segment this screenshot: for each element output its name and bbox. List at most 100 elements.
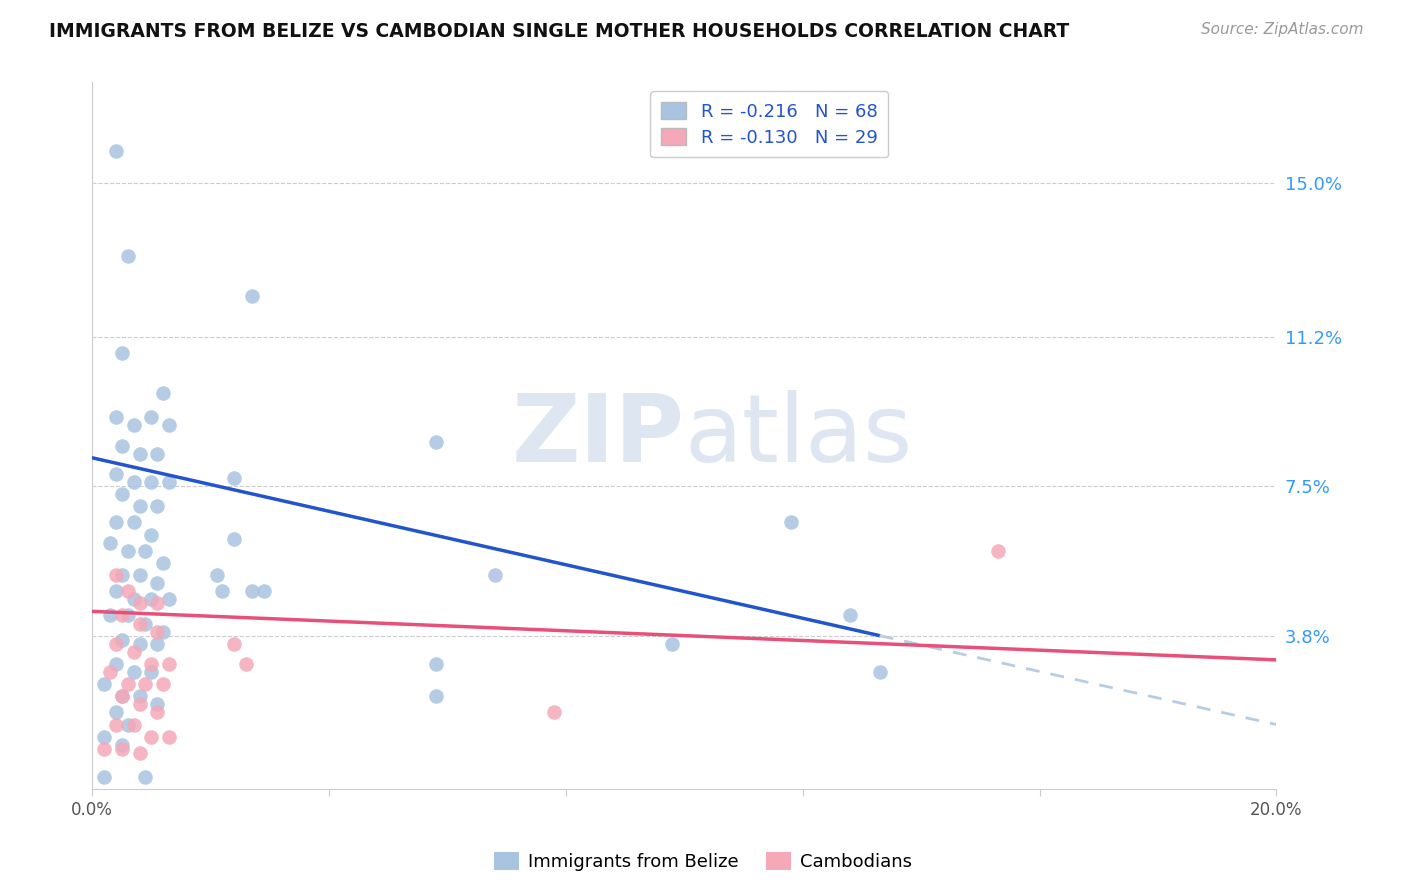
Point xyxy=(152,624,174,639)
Point xyxy=(224,471,246,485)
Point xyxy=(235,657,257,671)
Point xyxy=(104,657,127,671)
Point xyxy=(146,706,169,720)
Point xyxy=(152,386,174,401)
Point xyxy=(122,592,145,607)
Point xyxy=(157,592,180,607)
Point xyxy=(134,543,156,558)
Point xyxy=(122,717,145,731)
Point xyxy=(111,690,134,704)
Point xyxy=(111,608,134,623)
Point xyxy=(104,717,127,731)
Point xyxy=(104,584,127,599)
Point xyxy=(839,608,862,623)
Point xyxy=(128,616,150,631)
Point xyxy=(425,657,447,671)
Point xyxy=(104,467,127,481)
Point xyxy=(146,447,169,461)
Point xyxy=(122,516,145,530)
Point xyxy=(253,584,276,599)
Point xyxy=(111,487,134,501)
Point xyxy=(128,596,150,610)
Point xyxy=(111,632,134,647)
Point xyxy=(122,475,145,489)
Point xyxy=(224,532,246,546)
Point xyxy=(152,556,174,570)
Point xyxy=(157,657,180,671)
Point xyxy=(117,543,139,558)
Point xyxy=(98,535,121,549)
Point xyxy=(152,677,174,691)
Point xyxy=(425,434,447,449)
Point xyxy=(128,746,150,760)
Point xyxy=(146,596,169,610)
Legend: Immigrants from Belize, Cambodians: Immigrants from Belize, Cambodians xyxy=(486,846,920,879)
Point xyxy=(157,730,180,744)
Point xyxy=(122,665,145,679)
Point xyxy=(111,568,134,582)
Point xyxy=(134,677,156,691)
Legend: R = -0.216   N = 68, R = -0.130   N = 29: R = -0.216 N = 68, R = -0.130 N = 29 xyxy=(650,91,889,157)
Point xyxy=(240,584,263,599)
Point xyxy=(211,584,233,599)
Text: IMMIGRANTS FROM BELIZE VS CAMBODIAN SINGLE MOTHER HOUSEHOLDS CORRELATION CHART: IMMIGRANTS FROM BELIZE VS CAMBODIAN SING… xyxy=(49,22,1070,41)
Point xyxy=(117,717,139,731)
Point xyxy=(111,439,134,453)
Point xyxy=(146,500,169,514)
Point xyxy=(117,249,139,263)
Text: atlas: atlas xyxy=(685,390,912,482)
Point xyxy=(104,410,127,425)
Point xyxy=(141,665,163,679)
Point xyxy=(98,608,121,623)
Point xyxy=(104,144,127,158)
Point xyxy=(122,418,145,433)
Point xyxy=(104,568,127,582)
Point xyxy=(128,568,150,582)
Point xyxy=(117,677,139,691)
Point xyxy=(484,568,506,582)
Point xyxy=(141,657,163,671)
Point xyxy=(157,475,180,489)
Point xyxy=(661,637,683,651)
Point xyxy=(111,741,134,756)
Point xyxy=(104,637,127,651)
Point xyxy=(104,516,127,530)
Text: Source: ZipAtlas.com: Source: ZipAtlas.com xyxy=(1201,22,1364,37)
Point xyxy=(141,592,163,607)
Point xyxy=(146,698,169,712)
Point xyxy=(111,738,134,752)
Point xyxy=(128,698,150,712)
Point xyxy=(111,690,134,704)
Point xyxy=(779,516,801,530)
Point xyxy=(134,770,156,784)
Point xyxy=(128,690,150,704)
Point xyxy=(240,289,263,303)
Point xyxy=(146,576,169,591)
Point xyxy=(93,741,115,756)
Point xyxy=(987,543,1010,558)
Point xyxy=(128,637,150,651)
Point xyxy=(146,637,169,651)
Point xyxy=(425,690,447,704)
Point xyxy=(122,645,145,659)
Point xyxy=(104,706,127,720)
Point xyxy=(93,770,115,784)
Point xyxy=(117,608,139,623)
Point xyxy=(128,447,150,461)
Text: ZIP: ZIP xyxy=(512,390,685,482)
Point xyxy=(869,665,891,679)
Point xyxy=(134,616,156,631)
Point xyxy=(93,677,115,691)
Point xyxy=(157,418,180,433)
Point xyxy=(128,500,150,514)
Point xyxy=(117,584,139,599)
Point xyxy=(98,665,121,679)
Point xyxy=(93,730,115,744)
Point xyxy=(111,345,134,359)
Point xyxy=(146,624,169,639)
Point xyxy=(224,637,246,651)
Point xyxy=(141,410,163,425)
Point xyxy=(205,568,228,582)
Point xyxy=(141,527,163,541)
Point xyxy=(141,730,163,744)
